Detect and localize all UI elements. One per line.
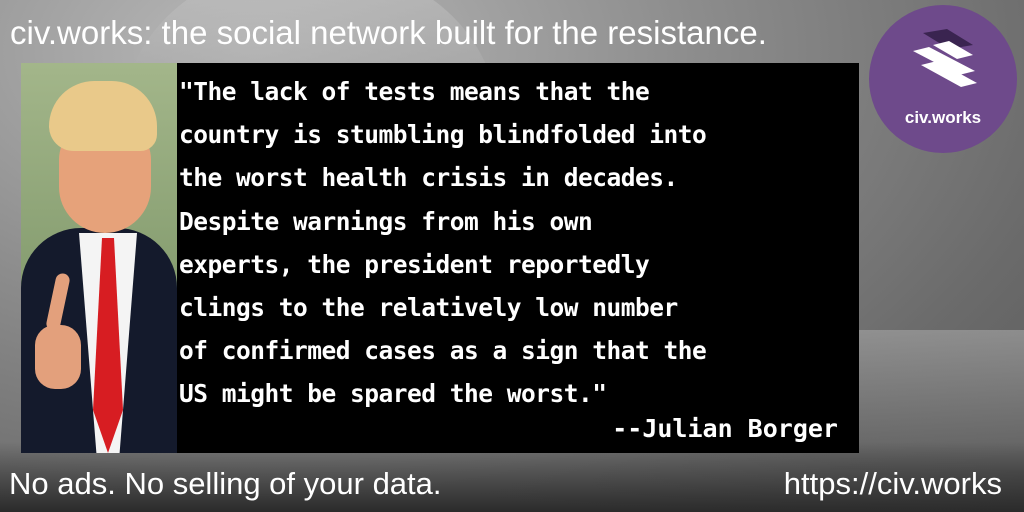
quote-attribution: --Julian Borger <box>612 414 838 443</box>
speaker-photo <box>21 63 177 453</box>
header-tagline: civ.works: the social network built for … <box>10 14 767 51</box>
quote-text: "The lack of tests means that the countr… <box>179 77 707 409</box>
civ-works-logo[interactable]: civ.works <box>869 5 1017 153</box>
footer-tagline: No ads. No selling of your data. <box>9 466 442 501</box>
logo-label: civ.works <box>904 108 982 127</box>
civ-works-logo-icon <box>913 29 977 87</box>
footer-url[interactable]: https://civ.works <box>783 466 1002 501</box>
crowd-silhouette <box>0 442 1024 512</box>
